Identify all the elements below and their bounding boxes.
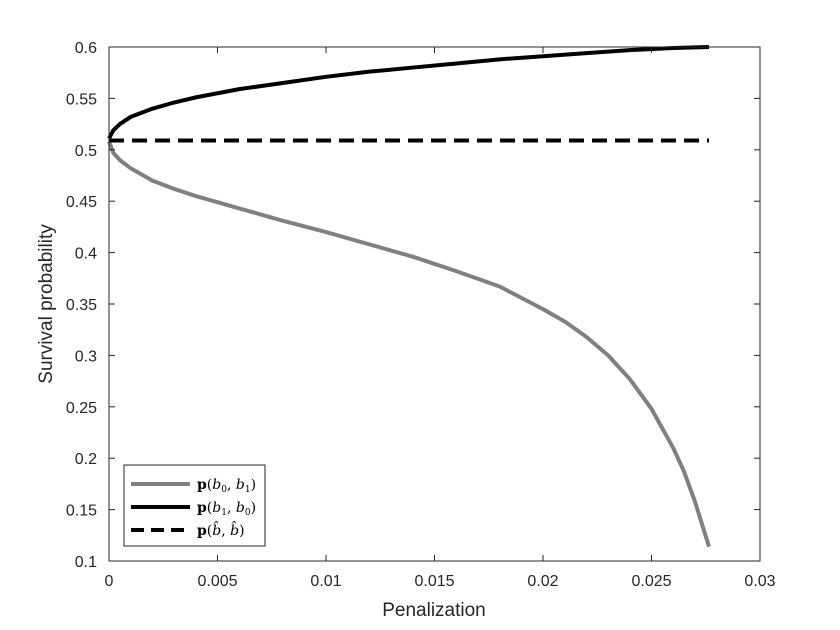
- y-tick-label: 0.3: [75, 348, 97, 365]
- y-axis-ticks: 0.1 0.15 0.2 0.25 0.3 0.35 0.4 0.45 0.5 0.55 0.6: [66, 40, 760, 571]
- x-tick-label: 0.025: [631, 573, 671, 590]
- y-tick-label: 0.25: [66, 400, 97, 417]
- series-line-p-b0-b1: [107, 140, 711, 548]
- y-tick-label: 0.6: [75, 40, 97, 57]
- y-tick-label: 0.15: [66, 503, 97, 520]
- y-tick-label: 0.55: [66, 91, 97, 108]
- y-tick-label: 0.45: [66, 194, 97, 211]
- y-tick-label: 0.2: [75, 451, 97, 468]
- legend-label-p-b0-b1: p(b0, b1): [197, 477, 256, 495]
- x-tick-label: 0.005: [197, 573, 237, 590]
- y-tick-label: 0.35: [66, 297, 97, 314]
- legend: p(b0, b1) p(b1, b0) p(b̂, b̂): [123, 464, 266, 547]
- x-axis-title: Penalization: [382, 600, 486, 621]
- y-axis-title: Survival probability: [36, 224, 57, 384]
- y-tick-label: 0.5: [75, 143, 97, 160]
- x-tick-label: 0.03: [744, 573, 775, 590]
- legend-label-p-b1-b0: p(b1, b0): [197, 500, 256, 518]
- y-tick-label: 0.1: [75, 554, 97, 571]
- series-line-p-b1-b0: [107, 45, 710, 140]
- x-tick-label: 0: [105, 573, 114, 590]
- legend-label-p-bhat-bhat: p(b̂, b̂): [197, 520, 245, 539]
- x-tick-label: 0.02: [527, 573, 558, 590]
- y-tick-label: 0.4: [75, 246, 97, 263]
- x-tick-label: 0.015: [414, 573, 454, 590]
- x-axis-ticks: 0 0.005 0.01 0.015 0.02 0.025 0.03: [105, 47, 776, 590]
- series-layer: [107, 45, 711, 548]
- x-tick-label: 0.01: [310, 573, 341, 590]
